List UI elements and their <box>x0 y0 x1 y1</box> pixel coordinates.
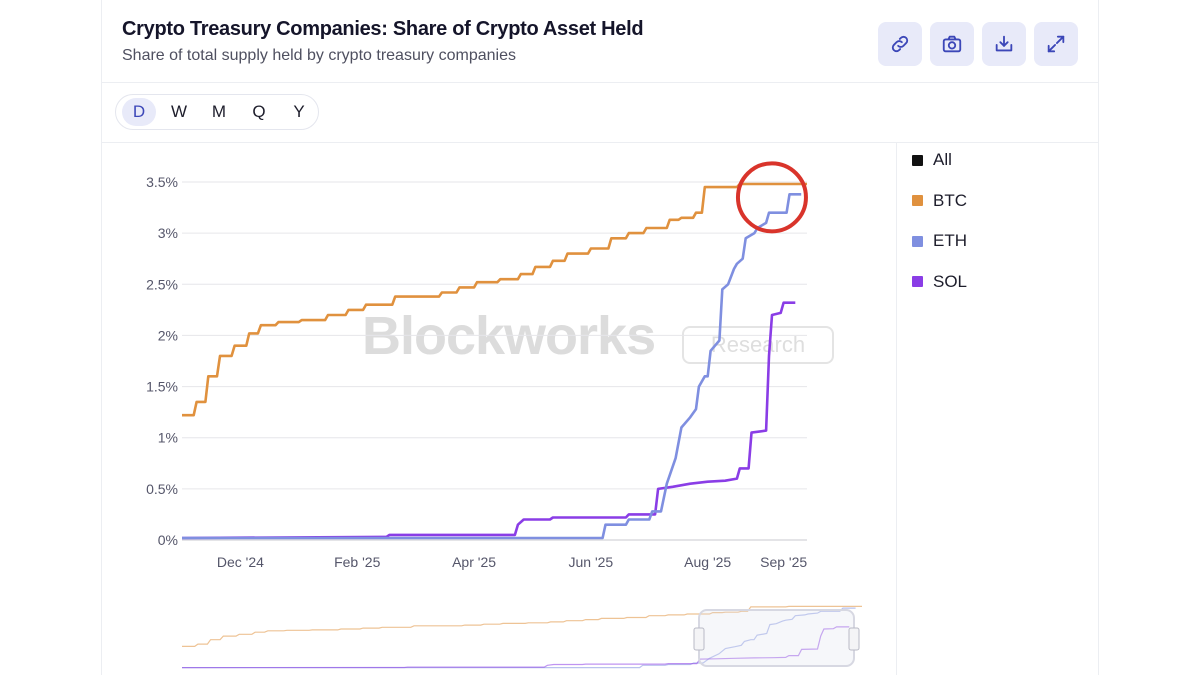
chart-legend: All BTC ETH SOL <box>912 150 967 312</box>
legend-item-all[interactable]: All <box>912 150 967 170</box>
download-button[interactable] <box>982 22 1026 66</box>
legend-swatch-all <box>912 154 923 166</box>
download-icon <box>995 35 1013 52</box>
x-tick-label: Dec '24 <box>217 554 264 570</box>
legend-item-btc[interactable]: BTC <box>912 191 967 211</box>
navigator-line-btc <box>182 605 862 647</box>
legend-label-eth: ETH <box>933 231 967 250</box>
y-tick-label: 1.5% <box>146 379 178 395</box>
header-divider <box>102 82 1098 83</box>
navigator-window <box>698 609 855 667</box>
copy-link-button[interactable] <box>878 22 922 66</box>
navigator-line-eth <box>182 607 856 669</box>
toolbar-divider <box>102 142 1098 143</box>
legend-swatch-eth <box>912 235 923 247</box>
screenshot-button[interactable] <box>930 22 974 66</box>
chart-subtitle: Share of total supply held by crypto tre… <box>122 47 516 64</box>
y-tick-label: 3.5% <box>146 174 178 190</box>
y-tick-label: 2% <box>158 327 178 343</box>
chart-title: Crypto Treasury Companies: Share of Cryp… <box>122 18 644 40</box>
y-tick-label: 2.5% <box>146 276 178 292</box>
watermark-badge: Research <box>682 326 834 364</box>
legend-swatch-sol <box>912 276 923 287</box>
series-line-btc <box>182 182 807 417</box>
legend-label-all: All <box>933 150 952 169</box>
legend-separator <box>896 143 897 675</box>
x-tick-label: Aug '25 <box>684 554 731 570</box>
timeframe-q-button[interactable]: Q <box>252 102 266 121</box>
line-chart: 0% 0.5% 1% 1.5% 2% 2.5% 3% 3.5% Dec '24 Feb '25 Ap… <box>146 161 862 669</box>
watermark-brand: Blockworks <box>362 306 656 366</box>
annotation-circle <box>735 161 808 234</box>
x-tick-label: Sep '25 <box>760 554 807 570</box>
navigator-handle-right[interactable] <box>848 627 860 651</box>
camera-icon <box>942 35 962 53</box>
timeframe-y-button[interactable]: Y <box>293 102 305 121</box>
timeframe-m-button[interactable]: M <box>211 102 227 121</box>
y-tick-label: 0.5% <box>146 481 178 497</box>
chart-panel: Crypto Treasury Companies: Share of Cryp… <box>101 0 1099 675</box>
legend-label-btc: BTC <box>933 190 967 210</box>
chart-header: Crypto Treasury Companies: Share of Cryp… <box>122 18 1082 65</box>
timeframe-selector: D W M Q Y <box>115 94 319 130</box>
navigator-line-sol <box>181 626 850 669</box>
legend-swatch-btc <box>912 195 923 206</box>
timeframe-d-button[interactable]: D <box>122 98 156 126</box>
timeframe-w-button[interactable]: W <box>170 102 188 121</box>
y-tick-label: 1% <box>158 430 178 446</box>
legend-item-eth[interactable]: ETH <box>912 231 967 251</box>
series-line-eth <box>182 193 802 540</box>
series-line-sol <box>181 301 796 540</box>
chart-toolbar <box>878 22 1078 66</box>
legend-item-sol[interactable]: SOL <box>912 272 967 292</box>
x-tick-label: Feb '25 <box>334 554 380 570</box>
link-icon <box>891 35 909 53</box>
x-tick-label: Apr '25 <box>452 554 496 570</box>
expand-icon <box>1047 35 1065 53</box>
x-tick-label: Jun '25 <box>569 554 614 570</box>
navigator-handle-left[interactable] <box>693 627 705 651</box>
expand-button[interactable] <box>1034 22 1078 66</box>
y-tick-label: 0% <box>158 532 178 548</box>
legend-label-sol: SOL <box>933 271 968 291</box>
y-tick-label: 3% <box>158 225 178 241</box>
